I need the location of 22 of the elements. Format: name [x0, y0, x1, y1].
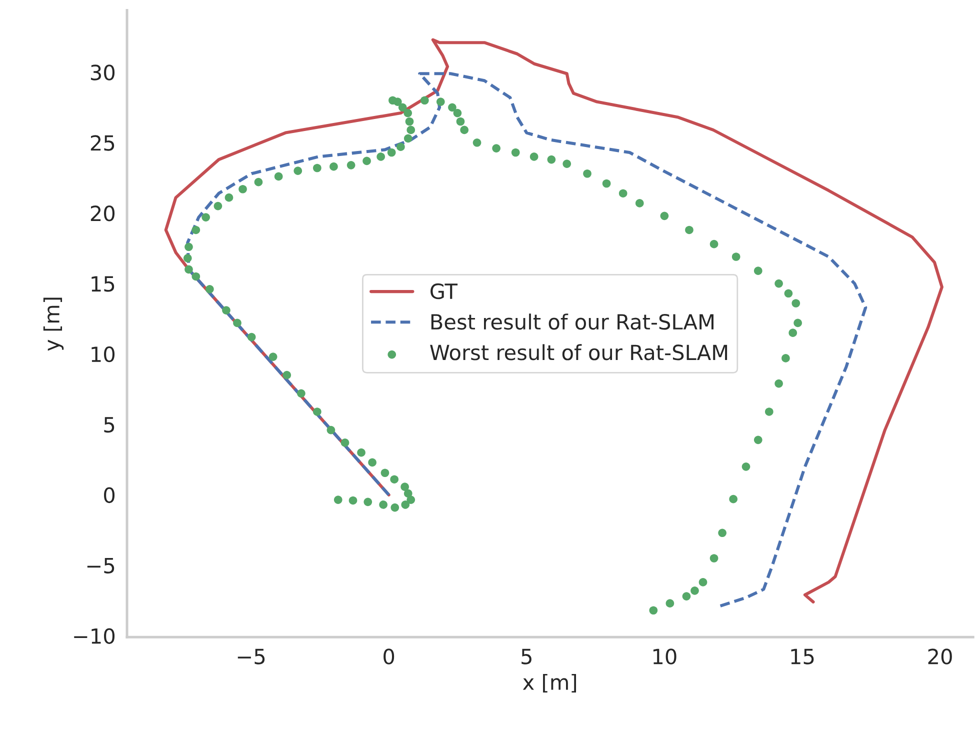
legend-label: GT [430, 283, 458, 300]
y-tick-label: 30 [90, 64, 115, 80]
y-tick-label: 10 [92, 346, 115, 362]
x-tick-label: 5 [522, 648, 532, 664]
x-tick-label: −5 [238, 648, 265, 664]
y-tick-label: −5 [87, 558, 114, 574]
y-tick-label: −10 [74, 628, 115, 644]
y-tick-label: 20 [90, 206, 115, 222]
legend-label: Best result of our Rat-SLAM [431, 314, 714, 330]
x-tick-label: 0 [384, 648, 394, 664]
line-series [186, 72, 868, 608]
line-series [164, 38, 944, 604]
y-axis-title: y [m] [43, 298, 64, 351]
x-axis-title: x [m] [522, 674, 576, 693]
legend-label: Worst result of our Rat-SLAM [430, 344, 728, 360]
x-tick-label: 20 [928, 648, 952, 664]
x-tick-label: 15 [791, 648, 814, 664]
y-tick-label: 25 [90, 135, 114, 151]
y-tick-label: 0 [104, 487, 115, 504]
x-tick-label: 10 [653, 648, 676, 664]
y-tick-label: 15 [92, 276, 114, 292]
y-tick-label: 5 [104, 417, 114, 433]
